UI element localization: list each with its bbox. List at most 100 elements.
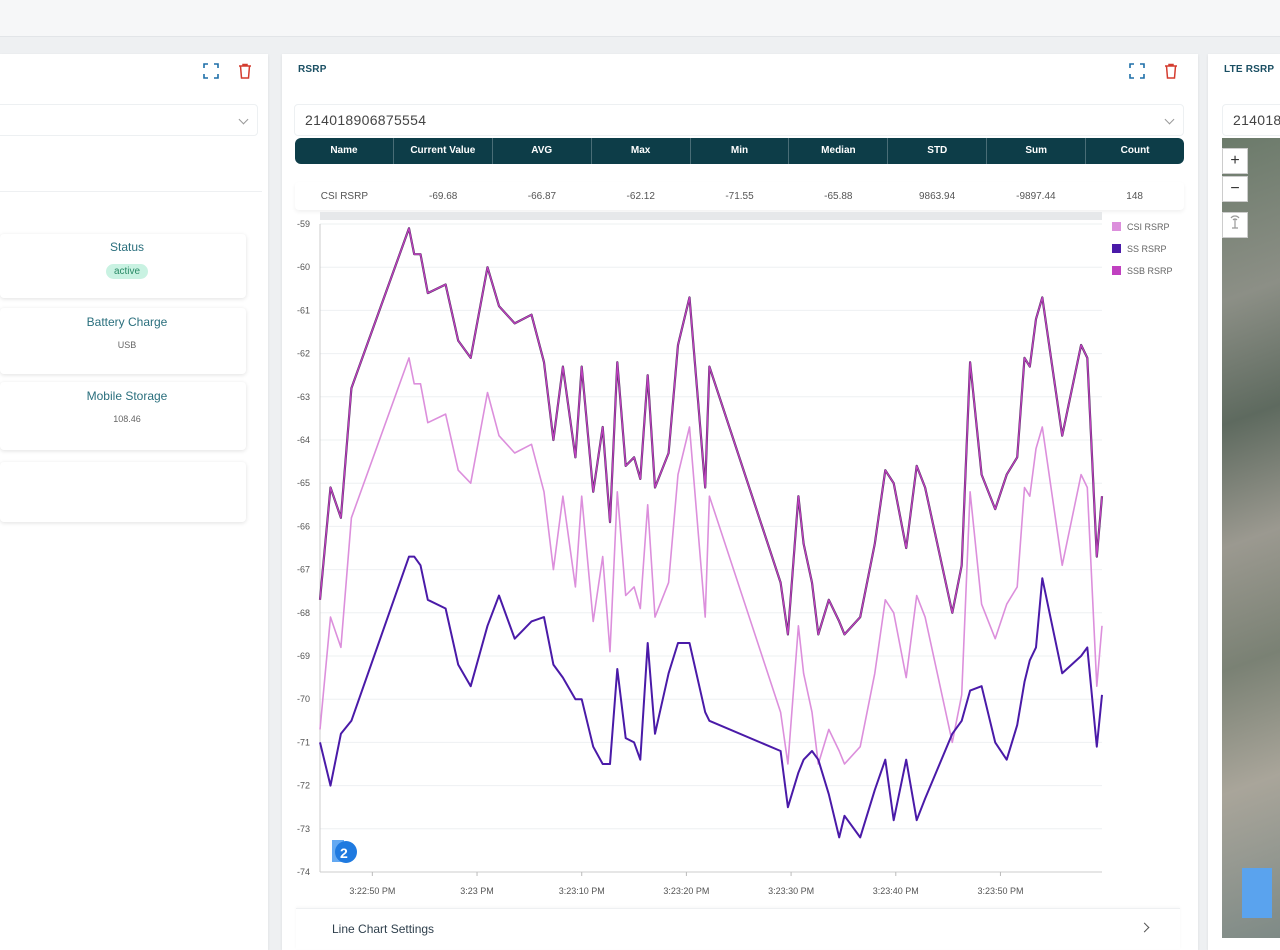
header-sum: Sum	[987, 138, 1087, 164]
y-tick-label: -69	[297, 651, 310, 661]
y-tick-label: -72	[297, 781, 310, 791]
delete-button[interactable]	[236, 62, 254, 80]
x-tick-label: 3:23 PM	[460, 886, 494, 896]
header-current-value: Current Value	[394, 138, 493, 164]
lte-rsrp-panel: LTE RSRP 2140189 + −	[1208, 54, 1280, 950]
storage-label: Mobile Storage	[86, 389, 168, 403]
y-tick-label: -59	[297, 219, 310, 229]
expand-button[interactable]	[1128, 62, 1146, 80]
chevron-right-icon	[1139, 922, 1150, 933]
legend-item[interactable]: SSB RSRP	[1112, 266, 1173, 276]
empty-card	[0, 462, 246, 522]
device-select[interactable]: 214018906875554	[294, 104, 1184, 136]
x-tick-label: 3:23:20 PM	[663, 886, 709, 896]
cell-count: 148	[1126, 191, 1143, 202]
expand-icon	[203, 63, 219, 79]
cell-max: -62.12	[626, 191, 655, 202]
divider	[0, 191, 262, 192]
table-row[interactable]: CSI RSRP -69.68 -66.87 -62.12 -71.55 -65…	[295, 182, 1184, 210]
battery-card: Battery Charge USB	[0, 308, 246, 374]
tower-icon	[1230, 215, 1240, 229]
legend-item[interactable]: SS RSRP	[1112, 244, 1167, 254]
y-tick-label: -64	[297, 435, 310, 445]
y-tick-label: -71	[297, 737, 310, 747]
device-select-value: 2140189	[1233, 112, 1280, 128]
y-tick-label: -68	[297, 608, 310, 618]
storage-value: 108.46	[113, 414, 141, 424]
header-min: Min	[691, 138, 790, 164]
rsrp-line-chart[interactable]: -59 -60 -61 -62 -63 -64 -65 -66 -67 -68 -69 -70 -71 -…	[282, 208, 1198, 904]
status-label: Status	[109, 240, 145, 254]
legend-swatch	[1112, 266, 1121, 275]
header-std: STD	[888, 138, 988, 164]
legend-item[interactable]: CSI RSRP	[1112, 222, 1170, 232]
device-info-panel: Status active Battery Charge USB Mobile …	[0, 54, 268, 950]
y-tick-label: -73	[297, 824, 310, 834]
legend-swatch	[1112, 222, 1121, 231]
trash-icon	[1165, 63, 1177, 79]
cell-avg: -66.87	[527, 191, 557, 202]
storage-card: Mobile Storage 108.46	[0, 382, 246, 450]
panel-title: LTE RSRP	[1224, 64, 1275, 75]
device-select-value: 214018906875554	[305, 112, 427, 128]
status-badge: active	[105, 264, 149, 279]
logo-icon: 2	[332, 840, 357, 863]
y-tick-label: -65	[297, 478, 310, 488]
series-line-ss-rsrp	[319, 555, 1103, 839]
cell-min: -71.55	[725, 191, 754, 202]
y-tick-label: -63	[297, 392, 310, 402]
delete-button[interactable]	[1162, 62, 1180, 80]
chart-legend[interactable]: CSI RSRP SS RSRP SSB RSRP	[1112, 222, 1173, 276]
status-card: Status active	[0, 234, 246, 298]
stats-table-header: Name Current Value AVG Max Min Median ST…	[295, 138, 1184, 164]
tower-button[interactable]	[1222, 212, 1248, 238]
chart-series	[318, 227, 1104, 839]
legend-label: CSI RSRP	[1127, 222, 1170, 232]
trash-icon	[239, 63, 251, 79]
settings-label: Line Chart Settings	[332, 922, 435, 936]
chart-scroll-track[interactable]	[320, 212, 1102, 220]
header-median: Median	[789, 138, 889, 164]
y-tick-label: -60	[297, 262, 310, 272]
panel-title: RSRP	[298, 64, 327, 75]
x-tick-label: 3:23:30 PM	[768, 886, 814, 896]
x-tick-label: 3:22:50 PM	[349, 886, 395, 896]
battery-label: Battery Charge	[86, 315, 168, 329]
expand-icon	[1129, 63, 1145, 79]
legend-label: SS RSRP	[1127, 244, 1167, 254]
y-tick-label: -67	[297, 565, 310, 575]
y-tick-label: -74	[297, 867, 310, 877]
chart-grid	[320, 223, 1102, 873]
line-chart-settings[interactable]: Line Chart Settings	[296, 908, 1180, 949]
cell-std: 9863.94	[919, 191, 956, 202]
chevron-down-icon	[1164, 114, 1175, 125]
cell-median: -65.88	[824, 191, 853, 202]
header-max: Max	[592, 138, 691, 164]
x-axis: 3:22:50 PM 3:23 PM 3:23:10 PM 3:23:20 PM 3:2…	[320, 871, 1102, 896]
svg-text:2: 2	[340, 845, 348, 861]
x-tick-label: 3:23:40 PM	[873, 886, 919, 896]
zoom-in-button[interactable]: +	[1222, 148, 1248, 174]
header-avg: AVG	[493, 138, 592, 164]
logo-icon	[1242, 868, 1272, 918]
x-tick-label: 3:23:50 PM	[977, 886, 1023, 896]
header-name: Name	[295, 138, 394, 164]
legend-label: SSB RSRP	[1127, 266, 1173, 276]
cell-name: CSI RSRP	[320, 191, 368, 202]
zoom-out-button[interactable]: −	[1222, 176, 1248, 202]
battery-value: USB	[117, 340, 137, 350]
y-tick-label: -62	[297, 349, 310, 359]
series-line-csi-rsrp	[319, 357, 1103, 765]
device-select[interactable]	[0, 104, 258, 136]
header-count: Count	[1120, 145, 1150, 156]
y-tick-label: -70	[297, 694, 310, 704]
device-select[interactable]: 2140189	[1222, 104, 1280, 136]
expand-button[interactable]	[202, 62, 220, 80]
cell-current-value: -69.68	[428, 191, 458, 202]
legend-swatch	[1112, 244, 1121, 253]
chevron-down-icon	[238, 114, 249, 125]
satellite-map[interactable]: + −	[1222, 138, 1280, 938]
x-tick-label: 3:23:10 PM	[559, 886, 605, 896]
y-tick-label: -66	[297, 521, 310, 531]
top-bar	[0, 0, 1280, 37]
